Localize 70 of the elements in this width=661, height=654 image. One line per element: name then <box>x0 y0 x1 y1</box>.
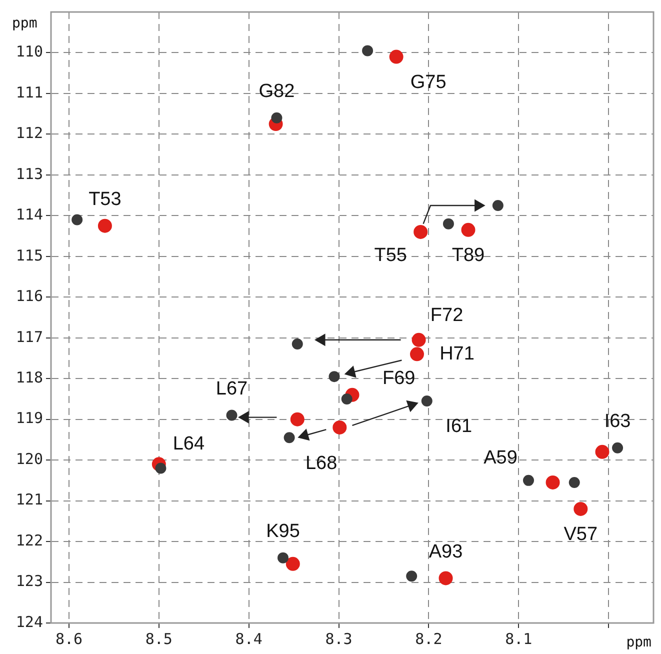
point <box>568 476 580 488</box>
point <box>286 556 300 571</box>
point <box>492 200 504 211</box>
y-tick-label: 120 <box>16 450 43 468</box>
x-tick-label: 8.4 <box>235 630 262 648</box>
annotation: F72 <box>430 305 464 326</box>
annotation: L68 <box>305 452 338 474</box>
y-tick-label: 122 <box>16 531 43 550</box>
annotation: A93 <box>428 541 463 562</box>
point <box>362 45 374 56</box>
point <box>155 462 166 474</box>
y-tick-label: 111 <box>16 83 43 102</box>
point <box>421 396 432 407</box>
annotation: H71 <box>440 343 474 364</box>
annotation: T55 <box>374 245 407 266</box>
point <box>284 432 295 444</box>
y-tick-label: 116 <box>16 287 43 306</box>
annotation: A59 <box>484 448 518 469</box>
x-tick-label: 8.6 <box>55 630 83 648</box>
annotation: V57 <box>564 524 598 546</box>
point <box>389 50 404 64</box>
annotation: I63 <box>604 411 631 432</box>
annotation: T89 <box>452 245 485 266</box>
annotation: G82 <box>258 81 295 102</box>
point <box>278 552 289 564</box>
x-tick-label: 8.1 <box>505 630 532 648</box>
point <box>438 571 453 586</box>
point <box>332 420 347 434</box>
annotation: G75 <box>410 72 446 94</box>
y-tick-label: 123 <box>16 572 43 590</box>
x-tick-label: 8.2 <box>415 630 442 648</box>
y-tick-label: 118 <box>16 368 43 386</box>
point <box>406 570 418 582</box>
point <box>461 222 476 237</box>
point <box>546 475 560 490</box>
x-tick-label: 8.5 <box>145 630 172 648</box>
y-tick-label: 114 <box>16 206 43 224</box>
annotation: F69 <box>382 368 416 390</box>
y-tick-label: 119 <box>16 409 43 428</box>
x-axis-title: ppm <box>626 634 652 651</box>
annotation: I61 <box>446 416 472 438</box>
annotation: L64 <box>172 433 205 454</box>
annotation: L67 <box>216 378 248 400</box>
point <box>290 412 304 426</box>
point <box>98 218 112 233</box>
point <box>595 444 610 459</box>
point <box>414 224 428 239</box>
point <box>72 214 83 226</box>
annotation: T53 <box>88 189 122 210</box>
y-axis-title: ppm <box>12 16 38 32</box>
annotation: K95 <box>266 521 300 542</box>
x-tick-label: 8.3 <box>325 630 352 648</box>
point <box>226 410 238 421</box>
point <box>328 371 340 382</box>
point <box>410 347 424 362</box>
point <box>442 218 454 230</box>
point <box>271 112 282 124</box>
point <box>612 442 624 454</box>
point <box>412 332 426 347</box>
y-tick-label: 112 <box>16 124 43 142</box>
y-tick-label: 124 <box>16 612 43 631</box>
point <box>292 338 303 350</box>
point <box>341 393 352 404</box>
point <box>523 474 534 486</box>
y-tick-label: 121 <box>16 490 43 509</box>
y-tick-label: 113 <box>16 164 43 183</box>
y-tick-label: 115 <box>16 246 43 264</box>
y-tick-label: 110 <box>16 42 43 61</box>
point <box>574 502 588 516</box>
y-tick-label: 117 <box>16 328 43 346</box>
